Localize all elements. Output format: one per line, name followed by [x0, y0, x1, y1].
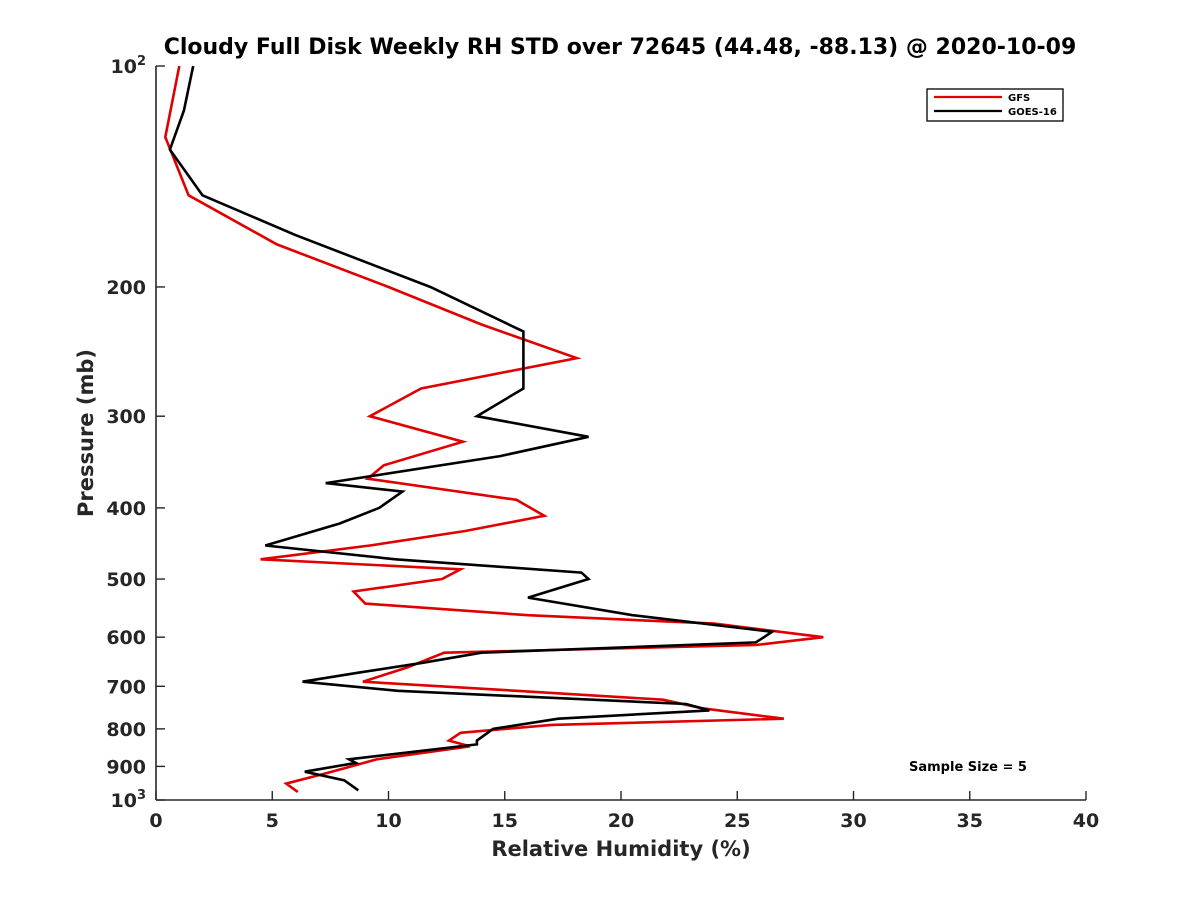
x-tick-label-15: 15 [492, 810, 518, 832]
x-tick-label-40: 40 [1073, 810, 1099, 832]
y-tick-label-900: 900 [106, 756, 146, 778]
x-tick-label-30: 30 [840, 810, 866, 832]
series-line-goes16 [168, 65, 776, 792]
y-tick-label-500: 500 [106, 569, 146, 591]
y-axis-label: Pressure (mb) [74, 349, 98, 517]
plot-area [155, 65, 1086, 801]
legend-entry-goes16: GOES-16 [1008, 107, 1057, 118]
x-tick-label-20: 20 [608, 810, 634, 832]
y-tick-label-100: 102 [111, 54, 147, 78]
x-axis-ticks: 0 5 10 15 20 25 30 35 40 [149, 791, 1099, 832]
y-tick-label-1000: 103 [111, 788, 147, 812]
x-tick-label-0: 0 [149, 810, 162, 832]
y-tick-label-200: 200 [106, 277, 146, 299]
y-axis-ticks: 102 200 300 400 500 600 700 800 900 103 [106, 54, 165, 812]
legend-entry-gfs: GFS [1008, 93, 1030, 104]
chart-title: Cloudy Full Disk Weekly RH STD over 7264… [164, 35, 1077, 60]
x-axis-label: Relative Humidity (%) [491, 837, 750, 861]
series-layer [163, 65, 824, 793]
y-tick-label-400: 400 [106, 498, 146, 520]
x-tick-label-35: 35 [957, 810, 983, 832]
x-tick-label-25: 25 [724, 810, 750, 832]
plot-background [156, 66, 1086, 800]
y-tick-label-300: 300 [106, 406, 146, 428]
x-tick-label-5: 5 [266, 810, 279, 832]
sample-size-annotation: Sample Size = 5 [909, 760, 1027, 775]
y-tick-label-700: 700 [106, 676, 146, 698]
y-tick-label-600: 600 [106, 627, 146, 649]
x-tick-label-10: 10 [375, 810, 401, 832]
series-line-gfs [163, 65, 824, 793]
legend: GFS GOES-16 [926, 88, 1064, 122]
y-tick-label-800: 800 [106, 719, 146, 741]
legend-box [926, 88, 1064, 122]
